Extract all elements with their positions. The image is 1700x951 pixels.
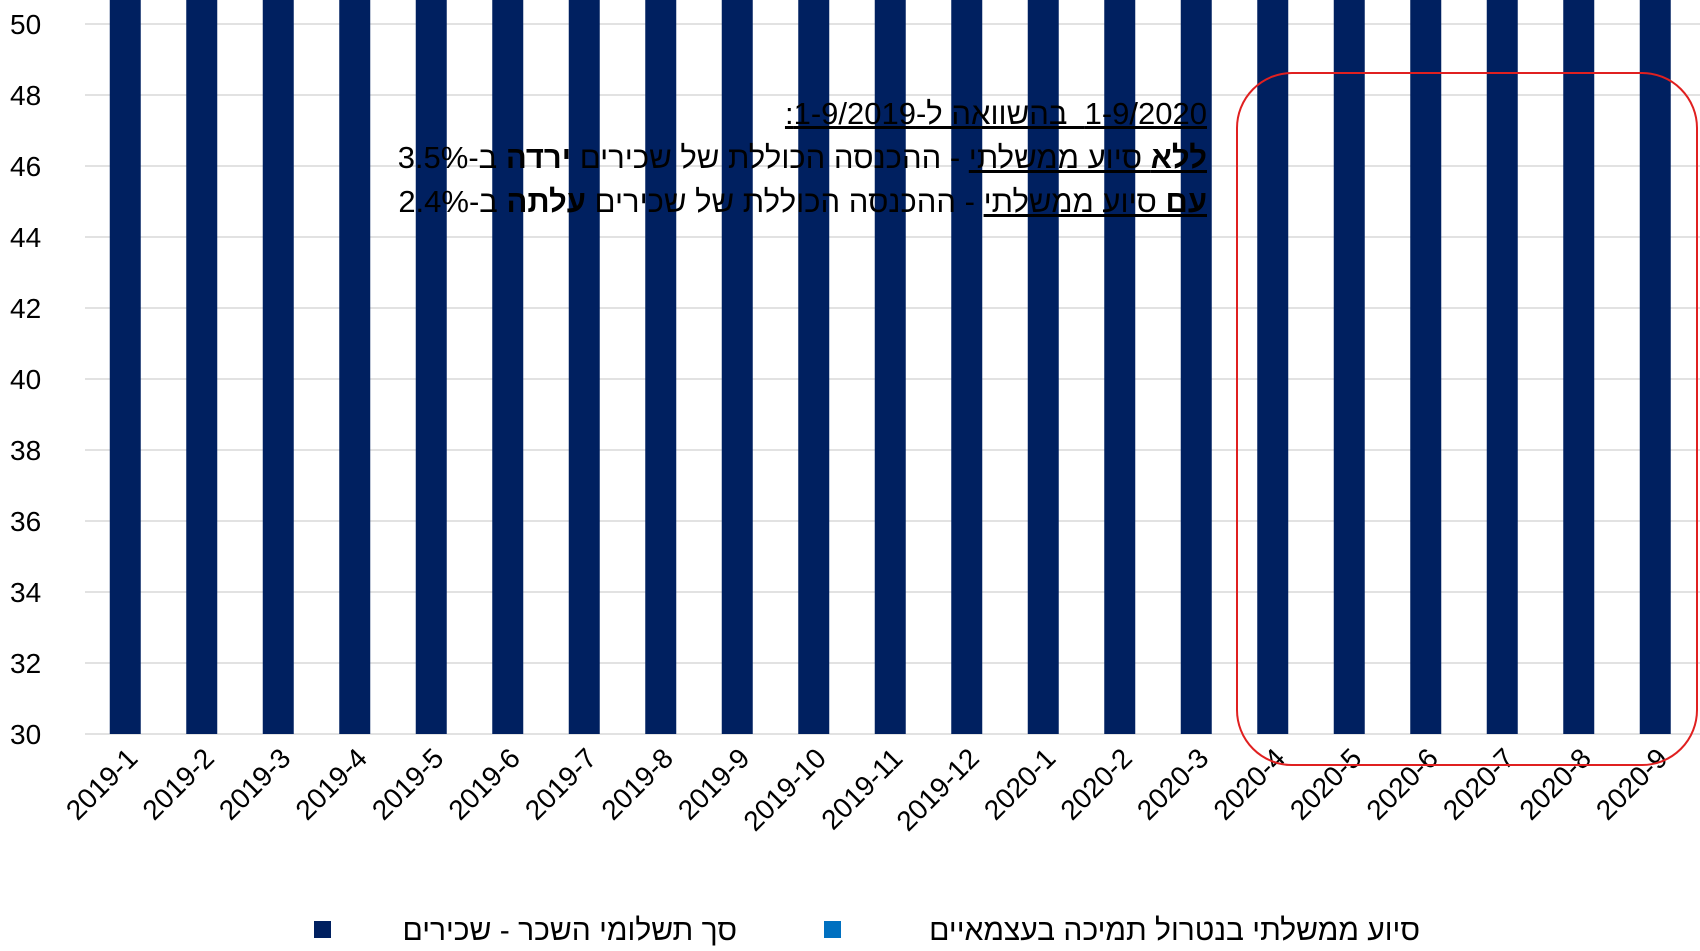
x-tick-label: 2019-11 <box>815 742 908 835</box>
x-tick-label: 2020-7 <box>1437 742 1521 826</box>
bar-segment <box>1486 0 1518 735</box>
x-tick-label: 2019-12 <box>890 742 985 837</box>
x-tick-label: 2019-5 <box>366 742 450 826</box>
bar-segment <box>186 0 218 734</box>
legend-label: סיוע ממשלתי בנטרול תמיכה בעצמאיים <box>929 914 1420 947</box>
x-tick-label: 2019-4 <box>289 742 373 826</box>
x-tick-label: 2019-3 <box>213 742 297 826</box>
annotation-text: - ההכנסה הכוללת של שכירים <box>585 184 984 219</box>
x-tick-label: 2019-6 <box>442 742 526 826</box>
bar-segment <box>1104 0 1136 734</box>
bar-segment <box>798 0 830 735</box>
annotation-text: - ההכנסה הכוללת של שכירים <box>571 140 969 175</box>
annotation-text: ירדה <box>505 140 572 175</box>
y-tick-label: 44 <box>10 222 41 253</box>
x-tick-label: 2020-3 <box>1131 742 1215 826</box>
legend-swatch <box>824 921 841 938</box>
bar-segment <box>1410 0 1442 735</box>
annotation-text: סיוע ממשלתי <box>968 140 1151 175</box>
x-tick-label: 2019-2 <box>136 742 220 826</box>
annotation-text: 1-9/2020 בהשוואה ל-1-9/2019: <box>784 96 1207 131</box>
y-tick-label: 40 <box>10 364 41 395</box>
bar-segment <box>492 0 524 734</box>
annotation-text: עם <box>1165 184 1208 219</box>
annotation-block: 1-9/2020 בהשוואה ל-1-9/2019: ללא סיוע ממש… <box>398 92 1207 224</box>
annotation-line: עם סיוע ממשלתי - ההכנסה הכוללת של שכירים… <box>398 180 1207 224</box>
bar-segment <box>339 0 371 734</box>
x-tick-label: 2020-2 <box>1054 742 1138 826</box>
y-tick-label: 30 <box>10 719 41 750</box>
bar-segment <box>1180 0 1212 735</box>
y-tick-label: 50 <box>10 9 41 40</box>
y-tick-label: 34 <box>10 577 41 608</box>
bar-segment <box>645 0 677 734</box>
x-tick-label: 2020-6 <box>1360 742 1444 826</box>
bar-segment <box>1639 0 1671 734</box>
x-tick-label: 2019-1 <box>60 742 144 826</box>
bar-segment <box>1563 0 1595 734</box>
annotation-text: ב-2.4% <box>398 184 507 219</box>
annotation-text: עלתה <box>506 184 586 219</box>
x-tick-label: 2020-1 <box>978 742 1062 826</box>
x-tick-label: 2020-9 <box>1590 742 1674 826</box>
x-tick-label: 2019-10 <box>737 742 832 837</box>
bar-segment <box>262 0 294 734</box>
bar-segment <box>1333 0 1365 734</box>
annotation-text: ללא <box>1150 140 1207 175</box>
y-tick-label: 38 <box>10 435 41 466</box>
annotation-text: סיוע ממשלתי <box>983 184 1166 219</box>
legend-label: סך תשלומי השכר - שכירים <box>402 914 737 947</box>
annotation-line: ללא סיוע ממשלתי - ההכנסה הכוללת של שכירי… <box>398 136 1207 180</box>
highlight-box <box>1236 72 1698 766</box>
y-tick-label: 36 <box>10 506 41 537</box>
x-tick-label: 2020-5 <box>1284 742 1368 826</box>
legend-swatch <box>314 921 331 938</box>
bar-segment <box>1257 0 1289 735</box>
y-tick-label: 42 <box>10 293 41 324</box>
bar-segment <box>568 0 600 735</box>
x-tick-label: 2019-8 <box>595 742 679 826</box>
bar-segment <box>415 0 447 734</box>
bar-segment <box>109 0 141 734</box>
y-tick-label: 48 <box>10 80 41 111</box>
bar-segment <box>721 0 753 734</box>
annotation-text: ב-3.5% <box>397 140 506 175</box>
x-tick-label: 2020-8 <box>1513 742 1597 826</box>
y-tick-label: 46 <box>10 151 41 182</box>
annotation-line: 1-9/2020 בהשוואה ל-1-9/2019: <box>398 92 1207 136</box>
x-tick-label: 2019-7 <box>519 742 603 826</box>
bar-segment <box>874 0 906 734</box>
bar-segment <box>951 0 983 735</box>
x-tick-label: 2020-4 <box>1207 742 1291 826</box>
y-tick-label: 32 <box>10 648 41 679</box>
bar-segment <box>1027 0 1059 734</box>
